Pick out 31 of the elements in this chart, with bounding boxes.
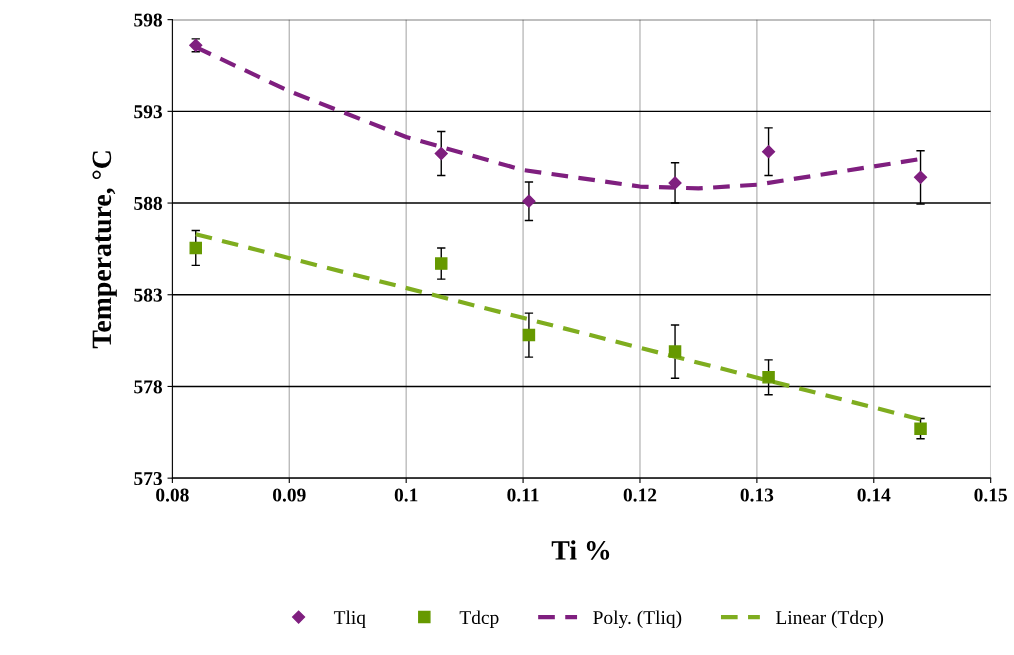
y-tick-label: 583 (134, 288, 162, 302)
point (522, 194, 536, 208)
x-axis-title: Ti % (551, 540, 610, 560)
y-tick-label: 598 (134, 13, 163, 27)
point (434, 146, 448, 161)
x-tick-label: 0.12 (623, 488, 657, 502)
y-tick-label: 573 (134, 472, 162, 486)
legend-label: Linear (Tdcp) (775, 610, 884, 629)
x-tick-label: 0.1 (394, 488, 418, 502)
point (434, 257, 448, 270)
point (189, 241, 203, 255)
y-axis-title: Temperature, °C (92, 151, 117, 349)
point (914, 422, 927, 435)
x-tick-label: 0.15 (974, 488, 1007, 502)
point (913, 170, 928, 184)
x-tick-label: 0.08 (156, 488, 189, 502)
legend-label: Tliq (333, 610, 366, 629)
x-tick-label: 0.13 (740, 488, 774, 502)
y-tick-label: 588 (134, 196, 163, 210)
point (761, 145, 776, 159)
legend-label: Poly. (Tliq) (593, 610, 682, 629)
point (668, 345, 682, 358)
point (668, 176, 682, 190)
x-tick-label: 0.11 (507, 488, 539, 502)
x-tick-label: 0.09 (273, 488, 306, 502)
point (522, 328, 536, 342)
point (762, 371, 775, 384)
y-tick-label: 578 (134, 380, 163, 394)
y-tick-label: 593 (134, 105, 162, 119)
legend-label: Tdcp (459, 610, 499, 629)
x-tick-label: 0.14 (857, 488, 891, 502)
